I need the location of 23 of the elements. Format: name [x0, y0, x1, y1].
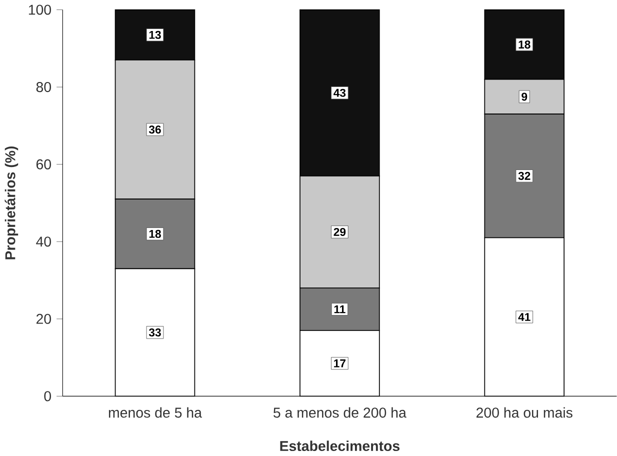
x-tick-label: menos de 5 ha — [108, 407, 202, 418]
data-label: 33 — [148, 328, 161, 337]
data-label: 9 — [522, 92, 528, 101]
data-label: 18 — [149, 230, 161, 238]
data-label: 13 — [149, 30, 161, 40]
data-label: 11 — [334, 305, 346, 314]
y-tick-label: 40 — [36, 236, 52, 247]
x-axis-title: Estabelecimentos — [280, 440, 400, 452]
x-tick-label: 5 a menos de 200 ha — [274, 407, 406, 418]
data-label: 36 — [148, 126, 161, 134]
y-tick-label: 60 — [36, 159, 52, 170]
data-label: 29 — [334, 228, 346, 236]
y-tick-label: 80 — [36, 82, 52, 92]
y-tick-label: 0 — [44, 391, 52, 402]
data-label: 43 — [334, 88, 346, 97]
data-label: 18 — [518, 40, 530, 49]
y-tick-label: 20 — [36, 314, 52, 324]
y-tick-label: 100 — [28, 4, 52, 15]
y-axis-title: Proprietários (%) — [4, 146, 18, 260]
data-label: 41 — [518, 313, 530, 321]
x-tick-label: 200 ha ou mais — [476, 407, 572, 418]
data-label: 17 — [334, 360, 346, 368]
data-label: 32 — [518, 172, 530, 180]
